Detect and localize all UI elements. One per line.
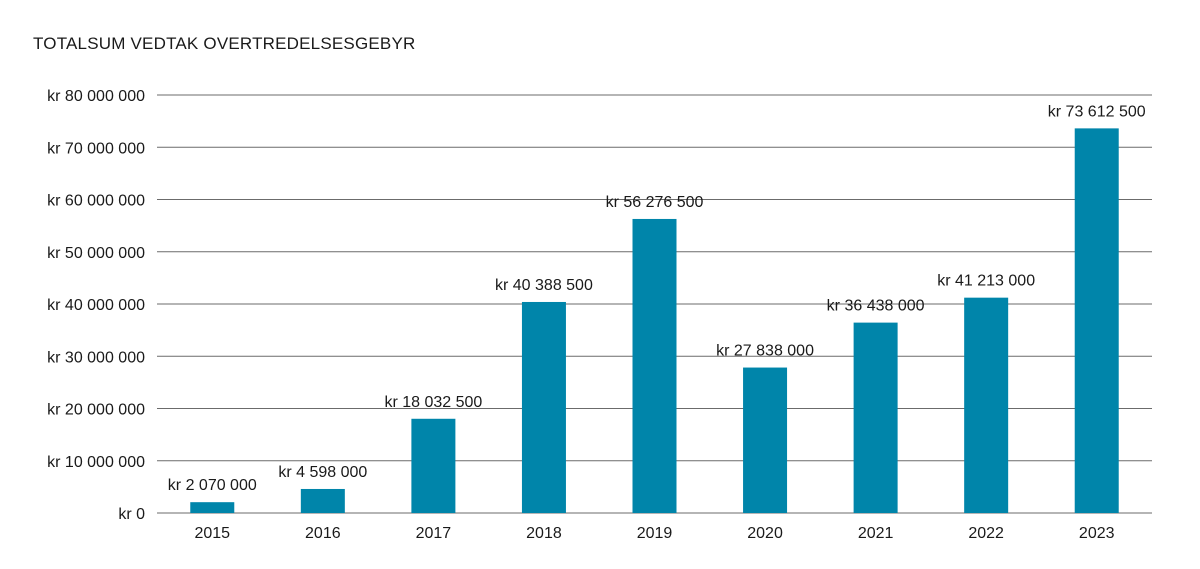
x-tick-label-2019: 2019 — [637, 525, 673, 542]
x-tick-label-2023: 2023 — [1079, 525, 1115, 542]
bar-2015 — [190, 502, 235, 513]
bar-2022 — [964, 297, 1009, 513]
bar-2016 — [300, 488, 345, 513]
data-label-2020: kr 27 838 000 — [716, 343, 814, 360]
data-labels: kr 2 070 000 kr 4 598 000 kr 18 032 500 kr … — [168, 103, 1146, 494]
x-tick-label-2016: 2016 — [305, 525, 341, 542]
y-tick-label: kr 10 000 000 — [47, 454, 145, 471]
bar-2017 — [411, 418, 456, 513]
y-tick-label: kr 70 000 000 — [47, 140, 145, 157]
bar-2019 — [632, 218, 677, 513]
chart-title: TOTALSUM VEDTAK OVERTREDELSESGEBYR — [33, 34, 416, 53]
x-tick-label-2021: 2021 — [858, 525, 894, 542]
y-tick-label: kr 60 000 000 — [47, 193, 145, 210]
data-label-2015: kr 2 070 000 — [168, 477, 257, 494]
data-label-2023: kr 73 612 500 — [1048, 103, 1146, 120]
y-tick-label: kr 20 000 000 — [47, 402, 145, 419]
y-tick-label: kr 50 000 000 — [47, 245, 145, 262]
bar-2023 — [1074, 128, 1119, 513]
data-label-2016: kr 4 598 000 — [278, 464, 367, 481]
x-tick-label-2018: 2018 — [526, 525, 562, 542]
data-label-2018: kr 40 388 500 — [495, 277, 593, 294]
y-tick-label: kr 40 000 000 — [47, 297, 145, 314]
bar-2021 — [853, 322, 898, 513]
data-label-2021: kr 36 438 000 — [827, 298, 925, 315]
bar-2020 — [743, 367, 788, 513]
x-tick-label-2017: 2017 — [416, 525, 452, 542]
y-axis-ticks: kr 0 kr 10 000 000 kr 20 000 000 kr 30 000 … — [47, 88, 145, 523]
data-label-2019: kr 56 276 500 — [606, 194, 704, 211]
bars — [190, 128, 1119, 513]
x-axis-ticks: 2015 2016 2017 2018 2019 2020 2021 2022 2023 — [194, 525, 1114, 542]
y-tick-label: kr 0 — [118, 506, 145, 523]
data-label-2017: kr 18 032 500 — [384, 394, 482, 411]
bar-2018 — [521, 301, 566, 513]
x-tick-label-2022: 2022 — [968, 525, 1004, 542]
x-tick-label-2015: 2015 — [194, 525, 230, 542]
y-tick-label: kr 80 000 000 — [47, 88, 145, 105]
x-tick-label-2020: 2020 — [747, 525, 783, 542]
y-tick-label: kr 30 000 000 — [47, 349, 145, 366]
data-label-2022: kr 41 213 000 — [937, 273, 1035, 290]
